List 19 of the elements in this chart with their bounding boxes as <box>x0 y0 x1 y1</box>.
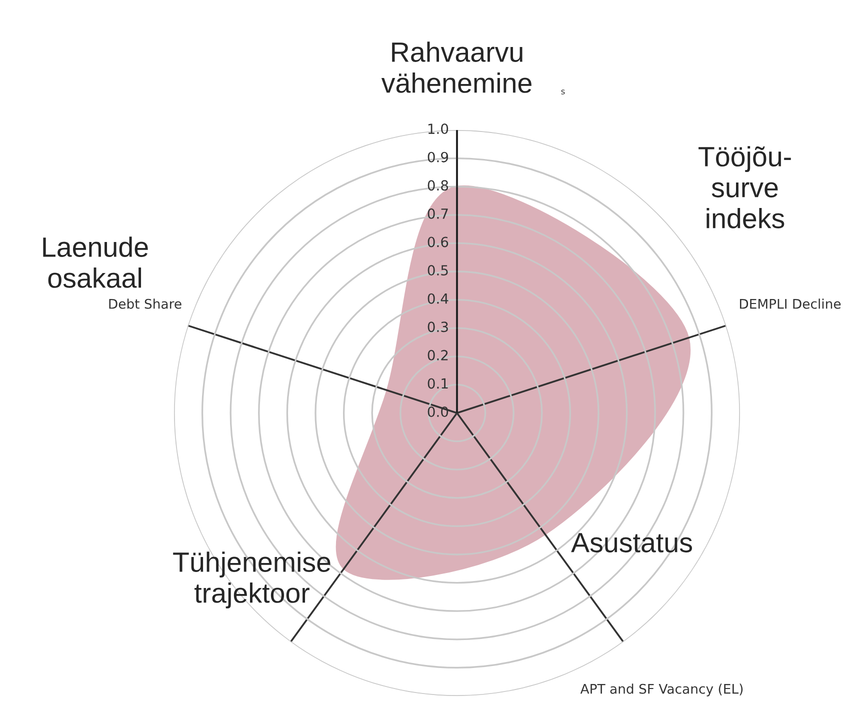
spoke-label: Tühjenemise trajektoor <box>173 552 330 608</box>
y-tick-label: 0.2 <box>428 350 448 360</box>
y-tick-label: 0.9 <box>428 152 448 162</box>
y-tick-label: 0.4 <box>428 293 448 304</box>
y-tick-label: 0.3 <box>428 322 448 332</box>
text: s <box>561 90 565 94</box>
y-tick-label: 0.6 <box>428 236 448 248</box>
spoke-label: Laenude osakaal <box>43 236 148 288</box>
text: Debt Share <box>109 298 182 309</box>
text: APT and SF Vacancy (EL) <box>580 684 743 696</box>
spoke-label: Tööjõu-surve indeks <box>698 146 791 228</box>
spoke-label: Asustatus <box>571 533 692 552</box>
y-tick-label: 0.7 <box>428 208 448 219</box>
spoke-label: Rahvaarvu vähenemine <box>381 42 532 93</box>
text: DEMPLI Decline <box>740 298 841 309</box>
y-tick-label: 0.1 <box>428 378 448 389</box>
y-tick-label: 0.8 <box>428 180 448 191</box>
y-tick-label: 1.0 <box>428 124 448 134</box>
y-tick-label: 0.5 <box>428 265 448 276</box>
